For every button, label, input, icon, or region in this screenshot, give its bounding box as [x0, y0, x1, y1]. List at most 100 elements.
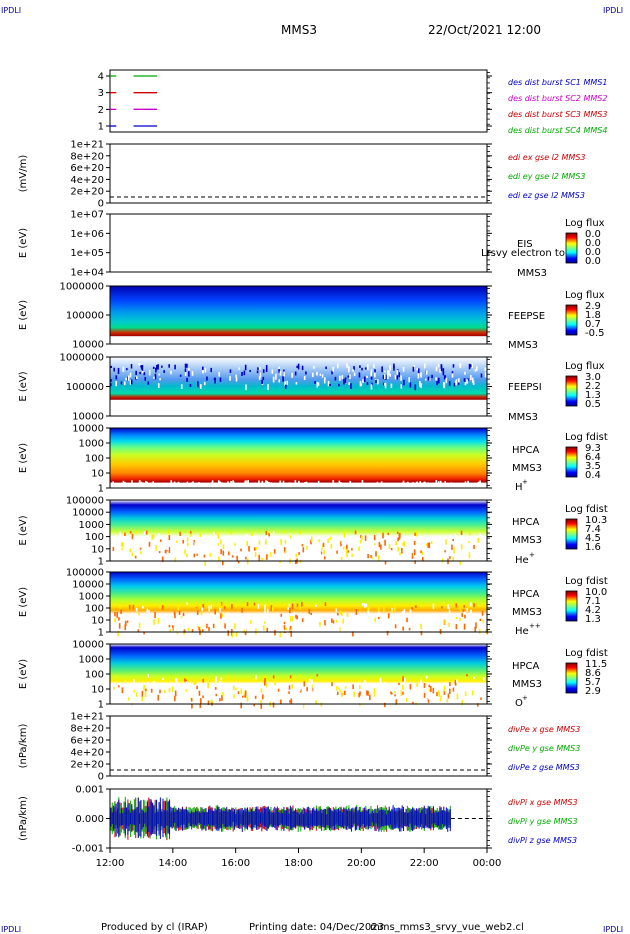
- speckle: [211, 481, 213, 487]
- speckle: [261, 699, 263, 706]
- speckle: [168, 547, 171, 553]
- speckle: [141, 695, 143, 702]
- speckle: [284, 381, 286, 386]
- speckle: [480, 373, 483, 378]
- speckle: [266, 480, 269, 485]
- speckle: [384, 382, 386, 386]
- colorbar-tick-label: 2.9: [585, 686, 601, 697]
- speckle: [423, 692, 426, 698]
- y-tick-label: 1000000: [59, 353, 104, 364]
- speckle: [152, 697, 155, 704]
- colorbar: [565, 304, 578, 336]
- speckle: [463, 683, 465, 688]
- speckle: [441, 619, 443, 622]
- speckle: [361, 603, 364, 606]
- speckle: [316, 545, 319, 548]
- speckle: [467, 480, 469, 486]
- speckle: [252, 534, 255, 538]
- speckle: [182, 612, 185, 617]
- speckle: [245, 384, 247, 391]
- speckle: [329, 536, 332, 540]
- x-tick-label: 14:00: [158, 858, 187, 869]
- speckle: [454, 533, 457, 536]
- speckle: [143, 684, 145, 691]
- legend-entry: divPi y gse MMS3: [508, 817, 578, 826]
- speckle: [414, 560, 416, 564]
- speckle: [263, 680, 266, 686]
- speckle: [138, 612, 140, 616]
- speckle: [290, 616, 292, 622]
- x-tick-label: 18:00: [284, 858, 313, 869]
- speckle: [370, 384, 373, 390]
- speckle: [380, 544, 382, 550]
- speckle: [175, 540, 178, 543]
- y-tick-label: 1e+04: [70, 268, 104, 279]
- speckle: [296, 603, 299, 607]
- speckle: [264, 678, 266, 683]
- speckle: [273, 483, 276, 486]
- speckle: [412, 701, 414, 705]
- speckle: [455, 379, 458, 385]
- panel-eis: 1e+07 1e+06 1e+05 1e+04 E (eV) EIS MMS3 Lrsvy e…: [18, 210, 605, 280]
- speckle: [336, 685, 338, 691]
- y-axis-label: E (eV): [18, 371, 29, 401]
- speckle: [114, 618, 116, 623]
- speckle: [215, 531, 217, 535]
- speckle: [245, 480, 247, 486]
- speckle: [303, 482, 306, 487]
- speckle: [237, 487, 240, 493]
- speckle: [373, 693, 376, 697]
- y-tick-label: 0: [98, 199, 104, 210]
- x-tick-label: 16:00: [221, 858, 250, 869]
- speckle: [220, 539, 222, 544]
- speckle: [152, 680, 155, 687]
- speckle: [210, 699, 213, 704]
- speckle: [443, 685, 446, 692]
- y-tick-label: 1e+21: [70, 140, 104, 151]
- speckle: [148, 541, 151, 547]
- speckle: [282, 480, 285, 483]
- speckle: [167, 531, 170, 535]
- speckle: [319, 552, 322, 556]
- speckle: [419, 380, 421, 387]
- speckle: [133, 679, 135, 683]
- spacecraft-label: MMS3: [512, 679, 542, 690]
- speckle: [459, 606, 462, 611]
- speckle: [164, 549, 167, 554]
- speckle: [268, 533, 270, 537]
- speckle: [174, 364, 176, 370]
- speckle: [244, 364, 247, 371]
- speckle: [377, 379, 379, 385]
- speckle: [368, 618, 371, 622]
- speckle: [171, 628, 173, 633]
- speckle: [280, 613, 283, 617]
- colorbar-tick-label: 0.0: [585, 256, 601, 267]
- speckle: [130, 363, 133, 369]
- speckle: [258, 540, 261, 545]
- speckle: [363, 376, 366, 382]
- speckle: [339, 483, 341, 488]
- speckle: [299, 530, 301, 535]
- speckle: [191, 370, 194, 376]
- speckle: [479, 480, 481, 486]
- speckle: [448, 609, 451, 615]
- speckle: [259, 544, 262, 550]
- speckle: [408, 627, 411, 631]
- speckle: [256, 678, 259, 683]
- y-axis-label: E (eV): [18, 443, 29, 473]
- speckle: [135, 370, 137, 375]
- speckle: [330, 543, 333, 549]
- panel-burst: 4 3 2 1 des dist burst SC1 MMS1 des dist burs…: [98, 69, 607, 135]
- speckle: [201, 366, 204, 370]
- speckle: [267, 686, 269, 693]
- speckle: [168, 535, 171, 541]
- speckle: [242, 484, 245, 488]
- speckle: [477, 482, 479, 488]
- colorbar: [565, 232, 578, 264]
- instrument-label: EIS: [517, 239, 533, 250]
- y-tick-label: 1: [98, 122, 104, 133]
- speckle: [464, 691, 467, 697]
- y-tick-label: 1e+21: [70, 712, 104, 723]
- speckle: [452, 549, 454, 555]
- speckle: [285, 627, 287, 631]
